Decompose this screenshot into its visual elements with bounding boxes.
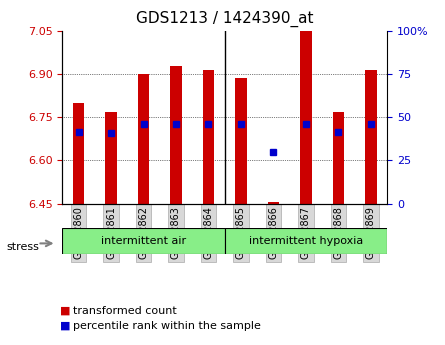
Text: ■: ■	[60, 321, 71, 331]
Text: transformed count: transformed count	[73, 306, 177, 315]
Bar	[300, 31, 311, 204]
Text: stress: stress	[7, 242, 40, 252]
Bar	[365, 70, 376, 204]
FancyBboxPatch shape	[225, 228, 387, 254]
Bar	[73, 103, 84, 204]
Bar	[170, 66, 182, 204]
Text: intermittent air: intermittent air	[101, 236, 186, 246]
FancyBboxPatch shape	[62, 228, 225, 254]
Text: percentile rank within the sample: percentile rank within the sample	[73, 321, 261, 331]
Bar	[268, 202, 279, 204]
Title: GDS1213 / 1424390_at: GDS1213 / 1424390_at	[136, 11, 313, 27]
Text: ■: ■	[60, 306, 71, 315]
Text: intermittent hypoxia: intermittent hypoxia	[249, 236, 363, 246]
Bar	[138, 74, 149, 204]
Bar	[333, 111, 344, 204]
Bar	[235, 79, 247, 204]
Bar	[105, 111, 117, 204]
Bar	[203, 70, 214, 204]
